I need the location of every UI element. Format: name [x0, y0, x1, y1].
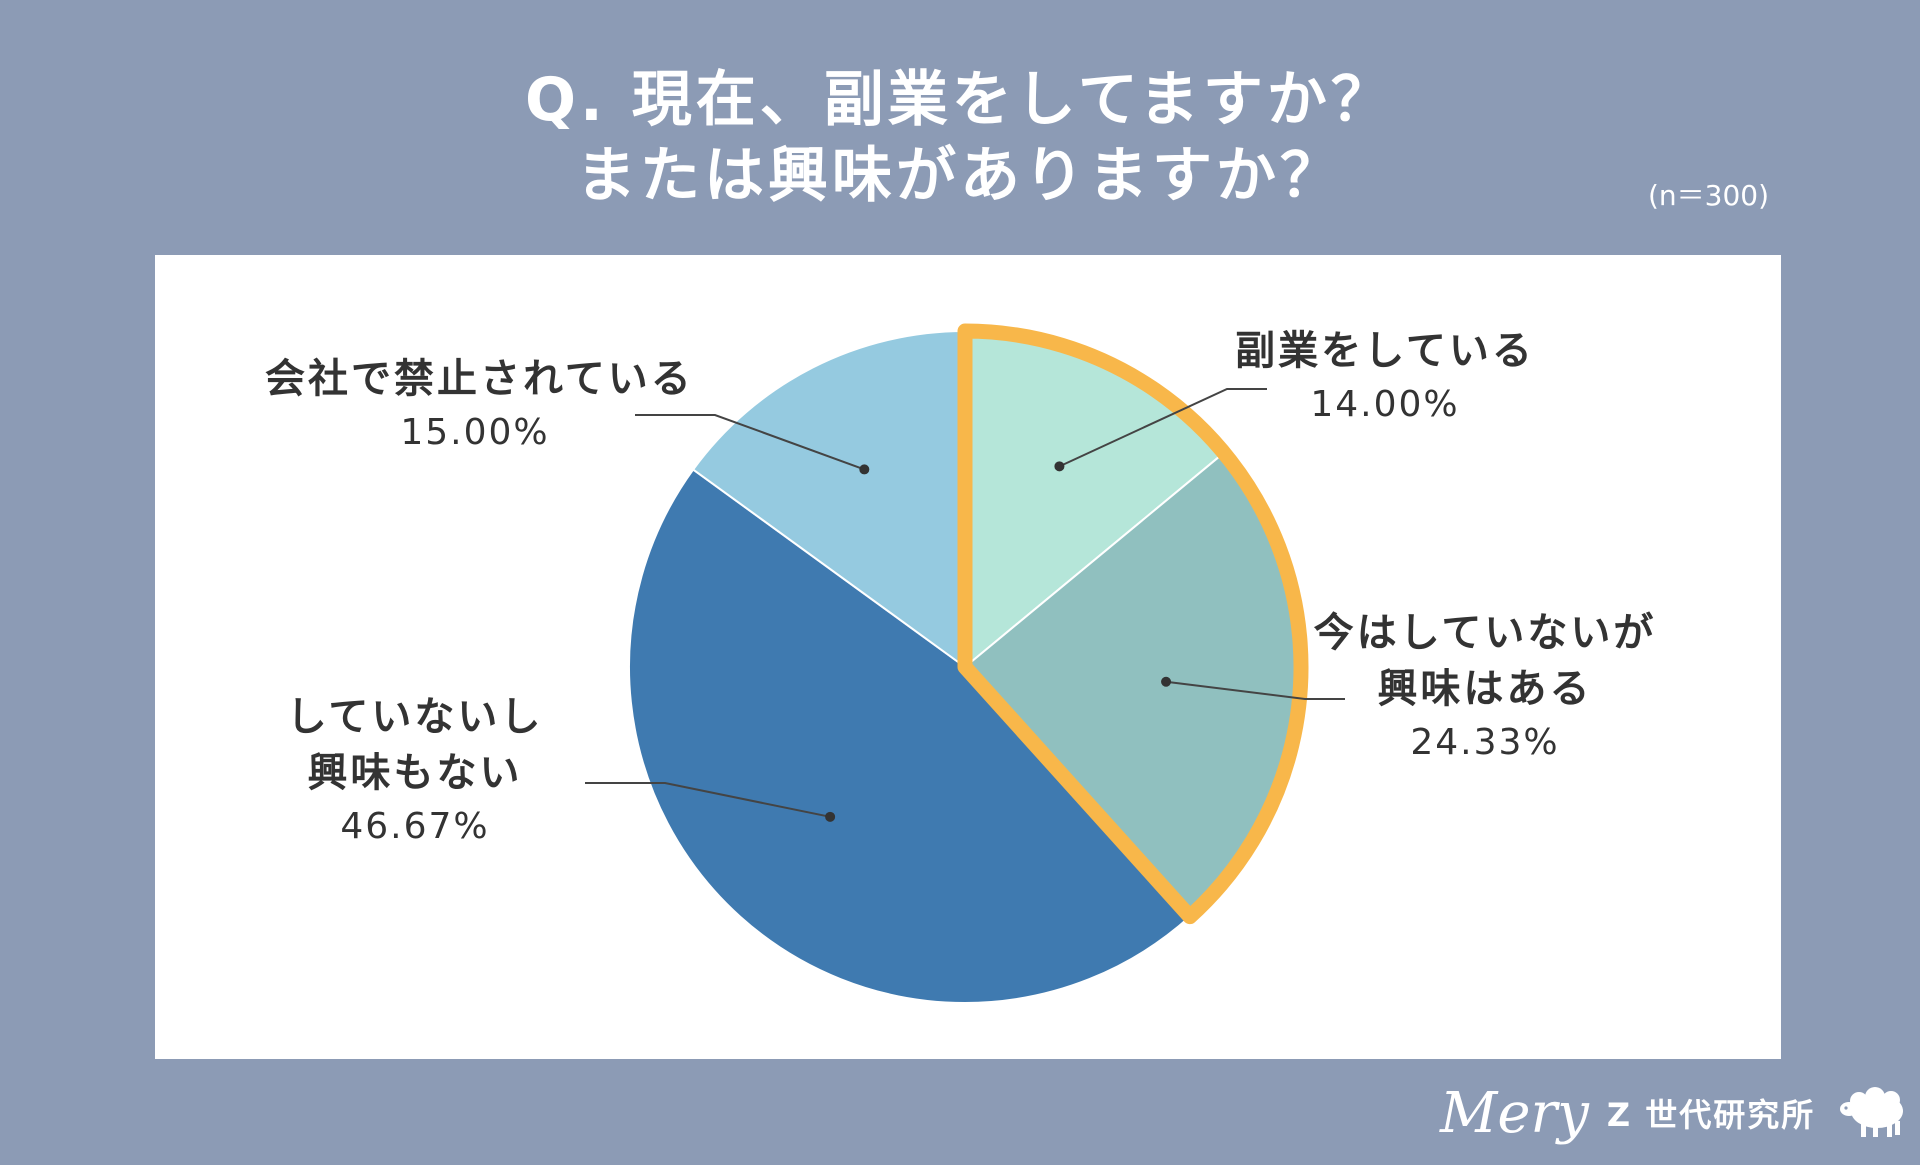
- leader-dot-2: [825, 811, 836, 822]
- label-slice-1-value: 24.33%: [1410, 722, 1560, 763]
- label-slice-2-name-line2: 興味もない: [307, 750, 523, 796]
- chart-title: Q. 現在、副業をしてますか？ または興味がありますか？: [0, 62, 1920, 214]
- label-slice-0-name: 副業をしている: [1235, 328, 1535, 374]
- leader-dot-1: [1161, 676, 1172, 687]
- footer-logo: Mery Z 世代研究所: [1440, 1078, 1911, 1148]
- label-slice-3-name: 会社で禁止されている: [265, 356, 694, 402]
- label-slice-2: していないし 興味もない 46.67%: [265, 689, 565, 853]
- leader-dot-0: [1054, 461, 1065, 472]
- leader-line-0: [1059, 388, 1267, 468]
- highlight-outline: [957, 323, 1309, 925]
- pie-chart: [585, 323, 1345, 1004]
- lab-name: Z 世代研究所: [1606, 1096, 1816, 1134]
- pie-slice-2: [628, 468, 1192, 1004]
- title-line-1: Q. 現在、副業をしてますか？: [525, 65, 1395, 135]
- label-slice-0: 副業をしている 14.00%: [1215, 323, 1555, 431]
- label-slice-1: 今はしていないが 興味はある 24.33%: [1295, 605, 1675, 769]
- brand-logo: Mery: [1440, 1080, 1589, 1146]
- chart-panel: 副業をしている 14.00% 今はしていないが 興味はある 24.33% してい…: [155, 255, 1781, 1059]
- leader-line-3: [635, 414, 865, 471]
- sample-size: (n＝300): [1648, 179, 1770, 212]
- label-slice-2-name-line1: していないし: [286, 694, 544, 740]
- title-line-2: または興味がありますか？: [576, 141, 1344, 211]
- label-slice-0-value: 14.00%: [1310, 384, 1460, 425]
- label-slice-1-name-line1: 今はしていないが: [1313, 610, 1657, 656]
- leader-line-1: [1165, 680, 1345, 700]
- leader-line-2: [585, 782, 831, 818]
- sheep-icon: [1840, 1087, 1904, 1137]
- leader-dot-3: [859, 464, 870, 475]
- label-slice-2-value: 46.67%: [340, 806, 490, 847]
- label-slice-1-name-line2: 興味はある: [1377, 666, 1593, 712]
- pie-slice-3: [691, 329, 966, 669]
- label-slice-3: 会社で禁止されている 15.00%: [265, 351, 694, 459]
- label-slice-3-value: 15.00%: [400, 412, 550, 453]
